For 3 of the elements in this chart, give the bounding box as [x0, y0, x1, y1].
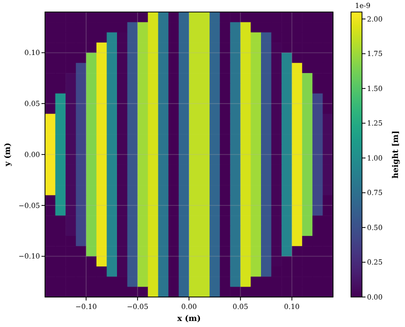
- x-axis-title: x (m): [177, 313, 202, 323]
- color-bar-title: height [m]: [390, 130, 400, 178]
- y-axis-title: y (m): [2, 142, 12, 168]
